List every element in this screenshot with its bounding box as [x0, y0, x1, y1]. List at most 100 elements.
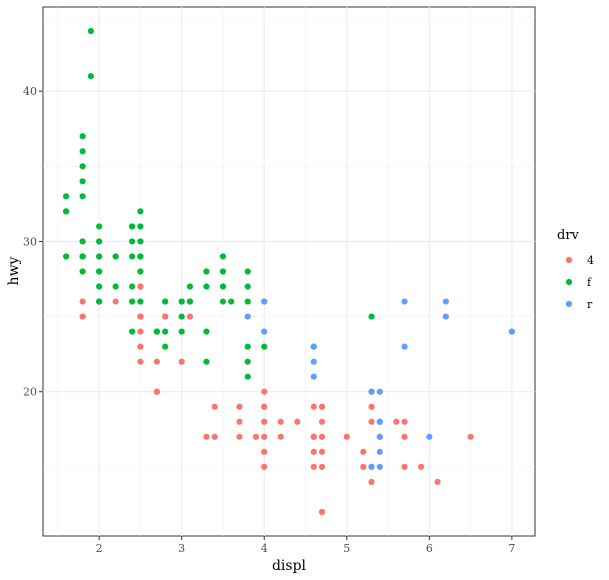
data-point-drv-4	[318, 463, 326, 470]
data-point-drv-4	[310, 403, 317, 410]
data-point-drv-f	[203, 268, 210, 275]
data-point-drv-r	[261, 328, 268, 335]
data-point-drv-f	[186, 283, 194, 290]
data-point-drv-f	[137, 268, 144, 275]
data-point-drv-4	[360, 463, 367, 470]
data-point-drv-4	[310, 463, 317, 470]
legend-key-f	[565, 278, 573, 286]
legend-title: drv	[557, 228, 580, 243]
data-point-drv-f	[137, 298, 144, 305]
data-point-drv-f	[129, 298, 136, 305]
data-point-drv-4	[277, 418, 284, 425]
data-point-drv-4	[467, 433, 474, 440]
data-point-drv-r	[376, 388, 383, 395]
legend-label-r: r	[587, 298, 593, 311]
data-point-drv-f	[129, 328, 136, 335]
data-point-drv-f	[203, 283, 210, 290]
legend-items: 4 fr	[565, 254, 594, 311]
data-point-drv-4	[153, 358, 161, 365]
data-point-drv-r	[310, 358, 317, 365]
data-point-drv-4	[368, 403, 375, 410]
data-point-drv-f	[129, 283, 136, 290]
data-point-drv-f	[63, 193, 70, 200]
data-point-drv-4	[137, 358, 144, 365]
data-point-drv-r	[401, 343, 408, 350]
data-point-drv-f	[87, 27, 94, 35]
data-point-drv-4	[137, 313, 144, 320]
data-point-drv-4	[277, 433, 284, 440]
data-point-drv-4	[318, 433, 326, 440]
data-point-drv-4	[162, 313, 169, 320]
data-point-drv-f	[244, 268, 251, 275]
data-point-drv-f	[79, 133, 86, 140]
legend: drv 4 fr	[557, 228, 594, 311]
data-point-drv-f	[178, 328, 185, 335]
data-point-drv-f	[186, 298, 194, 305]
data-point-drv-f	[63, 208, 70, 215]
data-point-drv-f	[219, 283, 227, 290]
x-tick-label: 2	[96, 542, 103, 555]
data-point-drv-f	[178, 298, 185, 305]
data-point-drv-f	[203, 358, 210, 365]
grid-minor	[43, 7, 535, 536]
data-point-drv-r	[376, 448, 383, 455]
y-axis: 20 30 40	[23, 85, 43, 399]
data-point-drv-f	[79, 238, 86, 245]
data-point-drv-r	[368, 463, 375, 470]
x-axis-title: displ	[272, 558, 307, 574]
data-point-drv-4	[186, 313, 194, 320]
data-point-drv-r	[376, 463, 383, 470]
data-point-drv-f	[219, 253, 227, 260]
data-point-drv-f	[79, 268, 86, 275]
data-point-drv-4	[236, 403, 243, 410]
data-point-drv-4	[318, 508, 326, 516]
data-point-drv-4	[261, 403, 268, 410]
data-point-drv-4	[343, 433, 350, 440]
data-point-drv-4	[137, 343, 144, 350]
data-point-drv-f	[219, 268, 227, 275]
data-point-drv-4	[236, 433, 243, 440]
x-axis: 2 3 4 5 6 7	[96, 536, 515, 555]
x-tick-label: 4	[261, 542, 268, 555]
data-point-drv-f	[79, 193, 86, 200]
legend-label-f: f	[587, 276, 592, 289]
data-point-drv-f	[96, 268, 103, 275]
data-point-drv-r	[401, 298, 408, 305]
data-point-drv-r	[442, 298, 449, 305]
data-point-drv-4	[294, 418, 301, 425]
data-point-drv-4	[211, 403, 218, 410]
data-point-drv-r	[244, 313, 251, 320]
data-point-drv-4	[368, 418, 375, 425]
data-point-drv-f	[79, 148, 86, 155]
x-tick-label: 5	[343, 542, 350, 555]
y-tick-label: 20	[23, 386, 37, 399]
grid-major	[43, 7, 535, 536]
data-point-drv-f	[137, 208, 144, 215]
data-point-drv-f	[79, 253, 86, 260]
data-point-drv-f	[368, 313, 375, 320]
data-point-drv-4	[261, 388, 268, 395]
data-point-drv-f	[129, 223, 136, 230]
data-point-drv-f	[112, 253, 119, 260]
data-point-drv-4	[211, 433, 218, 440]
data-point-drv-f	[137, 253, 144, 260]
data-point-drv-f	[137, 238, 144, 245]
data-point-drv-f	[96, 253, 103, 260]
data-point-drv-f	[244, 373, 251, 380]
data-point-drv-4	[252, 433, 260, 440]
data-point-drv-4	[434, 478, 441, 485]
data-point-drv-4	[137, 328, 144, 335]
data-point-drv-f	[79, 178, 86, 185]
data-point-drv-f	[162, 298, 169, 305]
data-point-drv-f	[96, 223, 103, 230]
data-point-drv-4	[236, 418, 243, 425]
data-point-drv-r	[376, 418, 383, 425]
data-point-drv-f	[244, 358, 251, 365]
data-point-drv-f	[261, 343, 268, 350]
data-point-drv-f	[162, 328, 169, 335]
legend-key-4	[565, 256, 573, 264]
data-point-drv-4	[393, 418, 400, 425]
data-point-drv-f	[96, 283, 103, 290]
data-point-drv-f	[112, 283, 119, 290]
